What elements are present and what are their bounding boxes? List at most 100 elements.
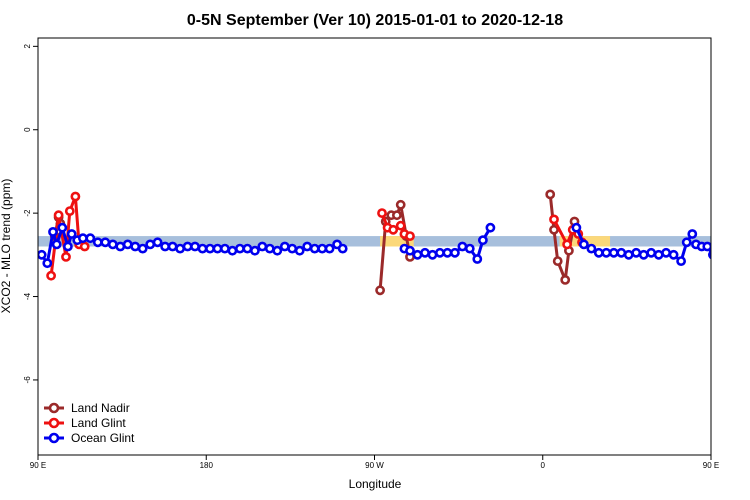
reference-band	[380, 236, 414, 247]
data-point-ocean-glint	[324, 243, 335, 254]
data-point-land-nadir	[560, 274, 571, 285]
data-point-land-nadir	[375, 285, 385, 296]
data-point-land-glint	[562, 239, 572, 250]
data-point-land-glint	[79, 241, 90, 252]
data-point-ocean-glint	[257, 241, 268, 252]
data-point-land-nadir	[549, 224, 559, 235]
data-point-ocean-glint	[668, 249, 679, 260]
data-point-ocean-glint	[137, 243, 148, 254]
data-point-ocean-glint	[242, 243, 253, 254]
legend-swatch-marker	[48, 402, 60, 414]
data-point-ocean-glint	[472, 254, 483, 264]
y-tick-label: -6	[23, 376, 32, 384]
data-point-ocean-glint	[676, 256, 686, 266]
data-point-ocean-glint	[732, 224, 739, 231]
data-point-ocean-glint	[681, 237, 692, 248]
legend-item-land-glint: Land Glint	[44, 416, 126, 430]
data-point-ocean-glint	[57, 222, 68, 233]
legend-swatch-marker	[48, 432, 60, 444]
x-tick-label: 90 W	[365, 461, 384, 470]
data-point-ocean-glint	[197, 243, 208, 254]
data-point-ocean-glint	[66, 229, 77, 239]
data-point-ocean-glint	[638, 249, 649, 260]
data-point-ocean-glint	[294, 245, 305, 256]
data-point-land-nadir	[545, 189, 556, 200]
x-axis-label: Longitude	[349, 477, 402, 491]
data-point-ocean-glint	[449, 247, 460, 258]
data-point-ocean-glint	[726, 241, 733, 248]
data-point-ocean-glint	[601, 247, 612, 258]
legend-label: Ocean Glint	[71, 431, 135, 445]
data-point-land-nadir	[552, 256, 563, 266]
data-point-ocean-glint	[48, 226, 58, 237]
x-axis: 90 E 180 90 W 0 90 E	[30, 455, 719, 470]
data-point-ocean-glint	[608, 247, 619, 258]
data-point-ocean-glint	[287, 243, 298, 254]
data-point-land-glint	[388, 224, 399, 235]
data-point-ocean-glint	[42, 258, 53, 269]
data-point-ocean-glint	[85, 233, 96, 244]
x-tick-label: 180	[200, 461, 214, 470]
data-point-land-glint	[395, 220, 406, 231]
data-point-ocean-glint	[309, 243, 320, 254]
data-point-ocean-glint	[586, 243, 597, 254]
data-point-ocean-glint	[477, 235, 488, 246]
data-point-land-glint	[64, 206, 75, 216]
data-point-land-nadir	[735, 233, 742, 240]
x-tick-label: 90 E	[30, 461, 46, 470]
data-point-ocean-glint	[264, 243, 275, 254]
data-point-ocean-glint	[122, 239, 133, 250]
y-axis: 2 0 -2 -4 -6	[23, 44, 38, 384]
data-point-ocean-glint	[434, 247, 445, 258]
data-point-ocean-glint	[708, 250, 711, 260]
data-point-ocean-glint	[100, 237, 111, 248]
data-point-ocean-glint	[175, 243, 185, 254]
data-point-land-nadir	[391, 210, 402, 221]
data-point-ocean-glint	[702, 241, 711, 252]
data-point-ocean-glint	[205, 243, 215, 254]
chart-title: 0-5N September (Ver 10) 2015-01-01 to 20…	[187, 12, 563, 29]
data-point-ocean-glint	[130, 241, 141, 252]
data-point-ocean-glint	[721, 228, 728, 235]
data-point-ocean-glint	[571, 222, 582, 233]
series-ocean-glint	[38, 222, 739, 269]
reference-band	[38, 236, 711, 247]
data-point-ocean-glint	[63, 241, 73, 252]
data-point-ocean-glint	[579, 239, 589, 250]
data-point-land-glint	[739, 210, 746, 217]
legend-label: Land Nadir	[71, 401, 130, 415]
data-point-ocean-glint	[234, 243, 245, 254]
data-point-ocean-glint	[219, 243, 230, 254]
data-point-ocean-glint	[442, 247, 453, 258]
data-point-ocean-glint	[616, 247, 627, 258]
data-point-ocean-glint	[51, 239, 62, 250]
data-point-ocean-glint	[190, 241, 200, 252]
legend-swatch-marker	[48, 417, 60, 429]
data-point-ocean-glint	[152, 237, 163, 248]
series-line-land-nadir	[739, 213, 747, 236]
data-point-ocean-glint	[405, 245, 415, 256]
data-point-ocean-glint	[420, 247, 430, 258]
x-tick-label: 0	[541, 461, 546, 470]
data-point-land-glint	[377, 208, 387, 218]
series-layer	[38, 189, 750, 296]
data-point-ocean-glint	[412, 249, 423, 260]
data-point-ocean-glint	[227, 245, 238, 256]
data-point-land-glint	[549, 214, 559, 225]
data-point-ocean-glint	[249, 245, 260, 256]
data-point-ocean-glint	[38, 249, 47, 260]
data-point-land-nadir	[743, 218, 750, 225]
data-point-ocean-glint	[272, 245, 283, 256]
data-point-ocean-glint	[485, 222, 496, 233]
data-point-ocean-glint	[337, 243, 348, 254]
data-point-ocean-glint	[302, 241, 313, 252]
data-point-land-glint	[70, 191, 81, 202]
data-point-ocean-glint	[427, 249, 438, 260]
data-point-ocean-glint	[646, 247, 657, 258]
data-point-ocean-glint	[661, 247, 671, 258]
data-point-ocean-glint	[160, 241, 170, 252]
data-point-ocean-glint	[715, 260, 722, 267]
data-point-land-nadir	[395, 199, 406, 210]
data-point-land-glint	[61, 251, 71, 262]
